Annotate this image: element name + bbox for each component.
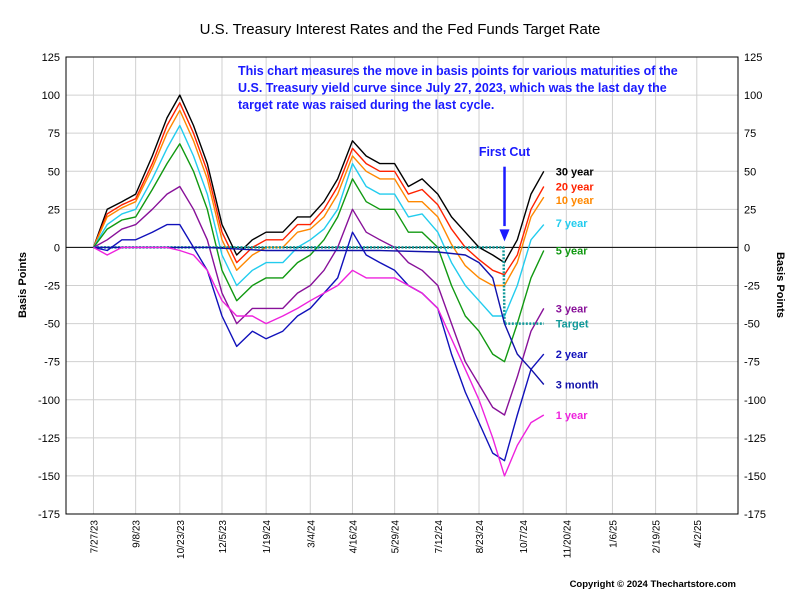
y-axis-label-right: Basis Points [774,252,786,318]
series-label-20-year: 20 year [556,181,595,193]
y-tick-right-10: -125 [744,433,766,445]
y-tick-left-4: 25 [48,204,60,216]
x-tick-1: 9/8/23 [132,520,143,548]
series-line-30-year [92,94,545,264]
x-tick-14: 4/2/25 [693,520,704,548]
y-tick-left-9: -100 [38,395,60,407]
annotation: This chart measures the move in basis po… [238,64,678,112]
y-tick-left-5: 0 [54,242,60,254]
copyright: Copyright © 2024 Thechartstore.com [570,579,736,590]
y-tick-right-9: -100 [744,395,766,407]
y-tick-left-3: 50 [48,166,60,178]
y-tick-left-1: 100 [42,90,60,102]
series-label-3-month: 3 month [556,380,599,392]
y-tick-right-12: -175 [744,509,766,521]
series-label-2-year: 2 year [556,349,589,361]
series-line-7-year [92,124,545,317]
annotation-line-2: U.S. Treasury yield curve since July 27,… [238,81,667,95]
series-label-1-year: 1 year [556,410,589,422]
x-tick-2: 10/23/23 [176,520,187,559]
first-cut-label: First Cut [479,145,531,159]
y-tick-left-6: -25 [44,281,60,293]
series-label-target: Target [556,319,589,331]
x-tick-13: 2/19/25 [652,520,663,554]
chart-title: U.S. Treasury Interest Rates and the Fed… [200,21,601,38]
series-line-target [93,246,544,325]
y-tick-left-8: -75 [44,357,60,369]
series-line-1-year [93,246,545,477]
y-tick-right-8: -75 [744,357,760,369]
x-tick-10: 10/7/24 [519,520,530,554]
y-tick-right-4: 25 [744,204,756,216]
series-label-5-year: 5 year [556,245,589,257]
series-line-3-month [93,246,545,385]
x-ticks: 7/27/23 9/8/23 10/23/23 12/5/23 1/19/24 3/4/2… [89,520,703,559]
series-label-30-year: 30 year [556,166,595,178]
series-group [92,94,545,477]
x-tick-6: 4/16/24 [348,520,359,554]
annotation-line-3: target rate was raised during the last c… [238,98,494,112]
x-tick-0: 7/27/23 [89,520,100,554]
x-tick-5: 3/4/24 [306,520,317,548]
first-cut-arrow-head [499,229,510,242]
y-tick-right-11: -150 [744,471,766,483]
x-tick-4: 1/19/24 [262,520,273,554]
y-tick-left-7: -50 [44,319,60,331]
first-cut-annotation: First Cut [479,145,531,242]
y-tick-right-7: -50 [744,319,760,331]
x-tick-8: 7/12/24 [434,520,445,554]
y-tick-right-6: -25 [744,281,760,293]
x-tick-11: 11/20/24 [562,520,573,559]
y-tick-right-3: 50 [744,166,756,178]
series-label-10-year: 10 year [556,195,595,207]
y-axis-label-left: Basis Points [17,252,29,318]
series-label-7-year: 7 year [556,218,589,230]
y-tick-left-11: -150 [38,471,60,483]
series-line-3-year [93,185,545,416]
y-tick-left-2: 75 [48,128,60,140]
series-line-20-year [92,101,545,276]
x-tick-9: 8/23/24 [475,520,486,554]
y-tick-right-1: 100 [744,90,762,102]
annotation-line-1: This chart measures the move in basis po… [238,64,678,78]
x-tick-7: 5/29/24 [391,520,402,554]
y-tick-right-2: 75 [744,128,756,140]
series-line-10-year [92,109,545,287]
plot-frame [65,56,739,515]
series-label-3-year: 3 year [556,303,589,315]
y-tick-right-0: 125 [744,52,762,64]
y-ticks-right: 125 100 75 50 25 0 -25 -50 -75 -100 -125 -150 -175 [744,52,766,521]
series-labels: 30 year 20 year 10 year 7 year 5 year 3 year T… [556,166,599,422]
x-tick-3: 12/5/23 [218,520,229,554]
series-line-5-year [92,143,545,363]
y-ticks-left: 125 100 75 50 25 0 -25 -50 -75 -100 -125 -150 -175 [38,52,60,521]
y-tick-left-0: 125 [42,52,60,64]
y-tick-left-10: -125 [38,433,60,445]
y-tick-right-5: 0 [744,242,750,254]
y-tick-left-12: -175 [38,509,60,521]
x-tick-12: 1/6/25 [608,520,619,548]
